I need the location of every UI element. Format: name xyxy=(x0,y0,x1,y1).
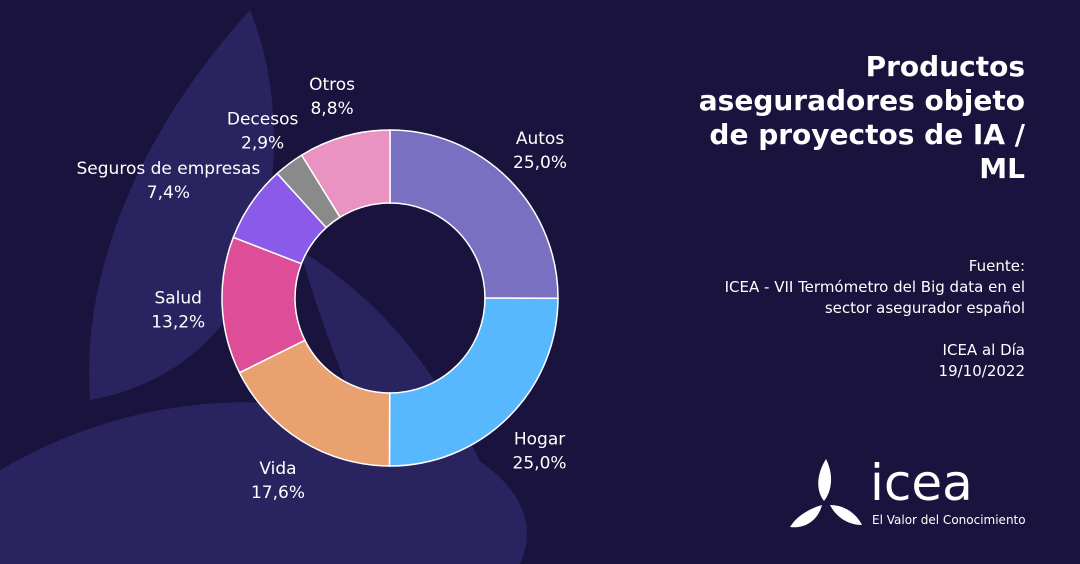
publication: ICEA al Día xyxy=(942,341,1025,359)
slice xyxy=(389,129,559,300)
logo-tagline: El Valor del Conocimiento xyxy=(872,513,1026,527)
slice xyxy=(238,339,391,467)
value-label: 17,6% xyxy=(251,483,305,503)
source: Fuente: ICEA - VII Termómetro del Big da… xyxy=(705,256,1025,382)
logo: icea El Valor del Conocimiento xyxy=(786,455,1046,535)
value-label: 2,9% xyxy=(241,134,284,154)
date: 19/10/2022 xyxy=(938,362,1025,380)
category-label: Otros xyxy=(309,75,355,95)
slice xyxy=(388,297,559,467)
value-label: 13,2% xyxy=(151,313,205,333)
category-label: Salud xyxy=(154,289,202,309)
value-label: 25,0% xyxy=(513,153,567,173)
logo-icon xyxy=(790,459,862,528)
source-heading: Fuente: xyxy=(968,257,1025,275)
slice xyxy=(300,129,391,219)
donut xyxy=(221,129,559,467)
logo-name: icea xyxy=(870,454,973,512)
value-label: 25,0% xyxy=(513,453,567,473)
chart-title: Productos aseguradores objeto de proyect… xyxy=(698,50,1025,185)
value-label: 7,4% xyxy=(147,183,190,203)
value-label: 8,8% xyxy=(310,99,353,119)
category-label: Hogar xyxy=(514,429,565,449)
category-label: Autos xyxy=(516,129,564,149)
category-label: Decesos xyxy=(227,110,299,130)
labels: Autos 25,0% Hogar 25,0% Vida 17,6% Salud 13,2% S… xyxy=(77,75,568,503)
source-text: ICEA - VII Termómetro del Big data en el… xyxy=(724,278,1025,317)
category-label: Vida xyxy=(259,459,296,479)
category-label: Seguros de empresas xyxy=(77,159,261,179)
